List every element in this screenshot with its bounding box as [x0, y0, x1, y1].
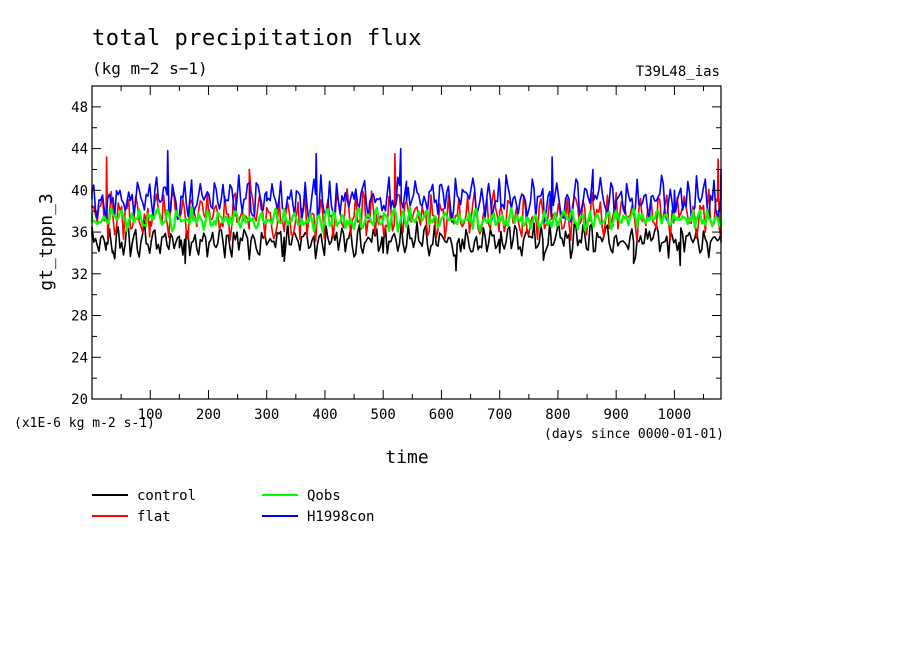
x-axis-label: time [385, 447, 428, 468]
legend-label: control [137, 488, 196, 504]
x-axis: 100 200 300 400 500 600 700 800 900 1000 [120, 86, 705, 423]
x-tick-label: 200 [196, 407, 221, 423]
x-tick-label: 600 [429, 407, 454, 423]
chart-title: total precipitation flux [92, 26, 422, 51]
legend-label: flat [137, 509, 171, 525]
x-tick-label: 700 [487, 407, 512, 423]
legend: control flat Qobs H1998con [92, 488, 374, 525]
chart-subtitle: (kg m−2 s−1) [92, 59, 208, 78]
series-line-control [91, 220, 722, 272]
y-tick-label: 28 [71, 309, 88, 325]
plot-frame [91, 85, 722, 400]
y-tick-label: 44 [71, 142, 88, 158]
y-tick-label: 40 [71, 183, 88, 199]
y-tick-label: 20 [71, 392, 88, 408]
series-layer [90, 147, 723, 272]
x-tick-label: 1000 [658, 407, 692, 423]
y-axis: 20 24 28 32 36 40 44 48 [71, 85, 721, 408]
y-tick-label: 24 [71, 350, 88, 366]
series-line-H1998con [91, 147, 722, 223]
y-axis-label: gt_tppn_3 [36, 193, 57, 291]
x-tick-label: 500 [371, 407, 396, 423]
x-tick-label: 300 [254, 407, 279, 423]
x-tick-label: 100 [138, 407, 163, 423]
series-line-flat [91, 153, 722, 243]
legend-label: Qobs [307, 488, 341, 504]
run-label: T39L48_ias [636, 64, 720, 80]
series-line-Qobs [90, 206, 723, 233]
y-tick-label: 48 [71, 100, 88, 116]
x-unit-note: (days since 0000-01-01) [544, 427, 724, 442]
y-tick-label: 32 [71, 267, 88, 283]
legend-label: H1998con [307, 509, 374, 525]
x-tick-label: 800 [545, 407, 570, 423]
y-tick-label: 36 [71, 225, 88, 241]
y-unit-note: (x1E-6 kg m-2 s-1) [14, 416, 155, 431]
x-tick-label: 400 [312, 407, 337, 423]
x-tick-label: 900 [604, 407, 629, 423]
